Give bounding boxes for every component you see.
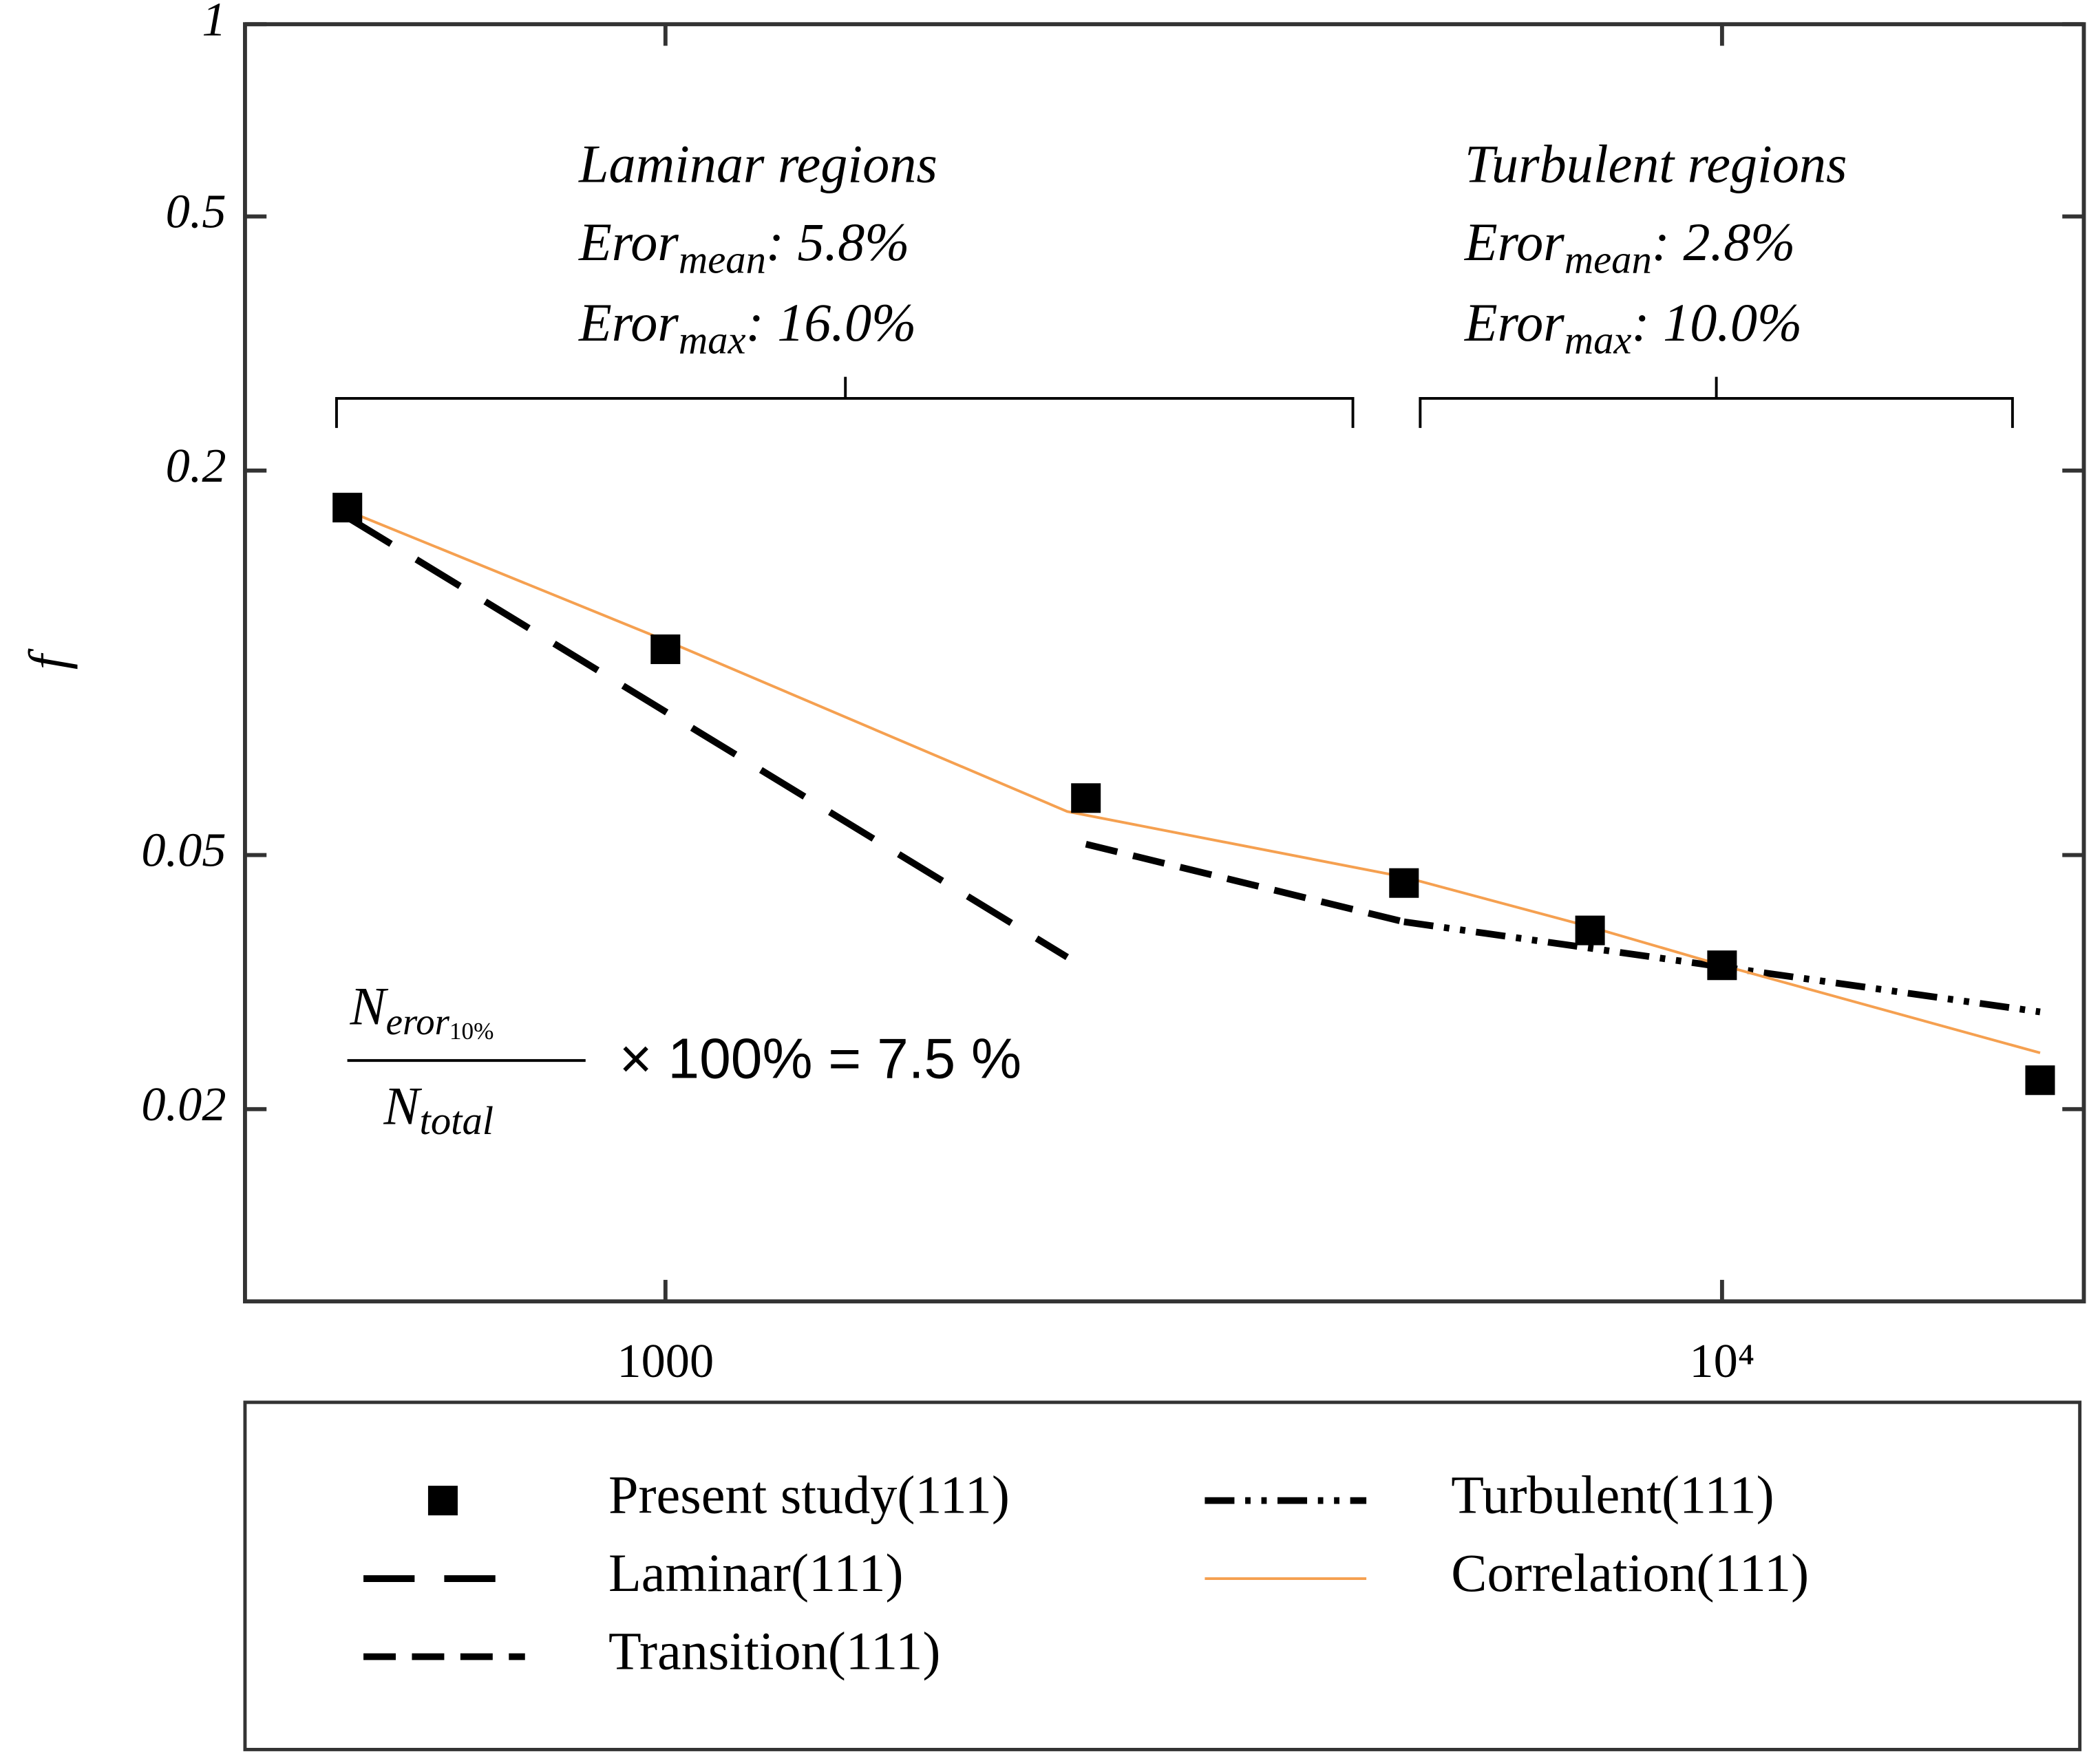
series-line [346,509,2041,1054]
annotation-part: Eror [1464,292,1565,352]
data-point [650,634,681,665]
annotation: Erormax: 10.0% [1464,292,1802,363]
formula-part: 10% [449,1018,494,1045]
x-tick-label: 10⁴ [1689,1334,1754,1388]
y-tick-label: 0.05 [141,824,226,877]
series-line [1085,840,1405,926]
legend-box [243,1400,2082,1751]
formula-part: total [420,1098,494,1143]
series-line [346,514,1070,961]
legend-marker [427,1486,458,1516]
data-point [1071,783,1101,813]
y-tick-label: 0.5 [166,185,226,239]
formula-numerator: Neror10% [349,976,494,1045]
bracket [1419,376,2014,428]
y-axis-label: f [18,648,78,670]
legend-label: Transition(111) [608,1621,940,1680]
annotation: Erormax: 16.0% [578,292,916,363]
annotation-title: Turbulent regions [1465,133,1847,193]
annotation-part: : 16.0% [746,292,917,352]
plot-frame [243,22,2086,1304]
formula-denominator: Ntotal [383,1076,494,1143]
annotation-part: Eror [578,212,679,272]
annotation-part: : 10.0% [1631,292,1802,352]
annotation-part: Eror [578,292,679,352]
y-tick-label: 0.2 [166,439,226,493]
annotation-part: Eror [1464,212,1565,272]
formula-rest: × 100% = 7.5 % [619,1028,1021,1091]
annotation-part: : 2.8% [1652,212,1796,272]
formula-part: N [349,976,388,1036]
legend-label: Turbulent(111) [1451,1465,1774,1525]
formula-part: N [383,1076,422,1135]
annotation-part: max [1565,318,1632,363]
data-point [332,493,363,523]
legend-label: Present study(111) [608,1465,1010,1525]
annotation-title: Laminar regions [578,133,937,193]
data-point [1389,868,1419,898]
data-point [2025,1065,2055,1096]
bracket [335,376,1355,428]
annotation: Erormean: 2.8% [1464,212,1795,282]
formula-part: eror [386,1001,450,1043]
annotation-part: max [679,318,746,363]
series-line [1403,918,2041,1016]
x-tick-label: 1000 [617,1334,714,1388]
y-tick-label: 1 [202,0,226,46]
annotation-part: mean [1565,237,1652,282]
legend-label: Laminar(111) [608,1543,904,1603]
data-point [1707,950,1737,981]
annotation-part: mean [679,237,766,282]
annotation-part: : 5.8% [766,212,910,272]
legend-label: Correlation(111) [1451,1543,1809,1603]
y-tick-label: 0.02 [141,1078,226,1131]
annotation: Erormean: 5.8% [578,212,909,282]
data-point [1575,915,1605,945]
